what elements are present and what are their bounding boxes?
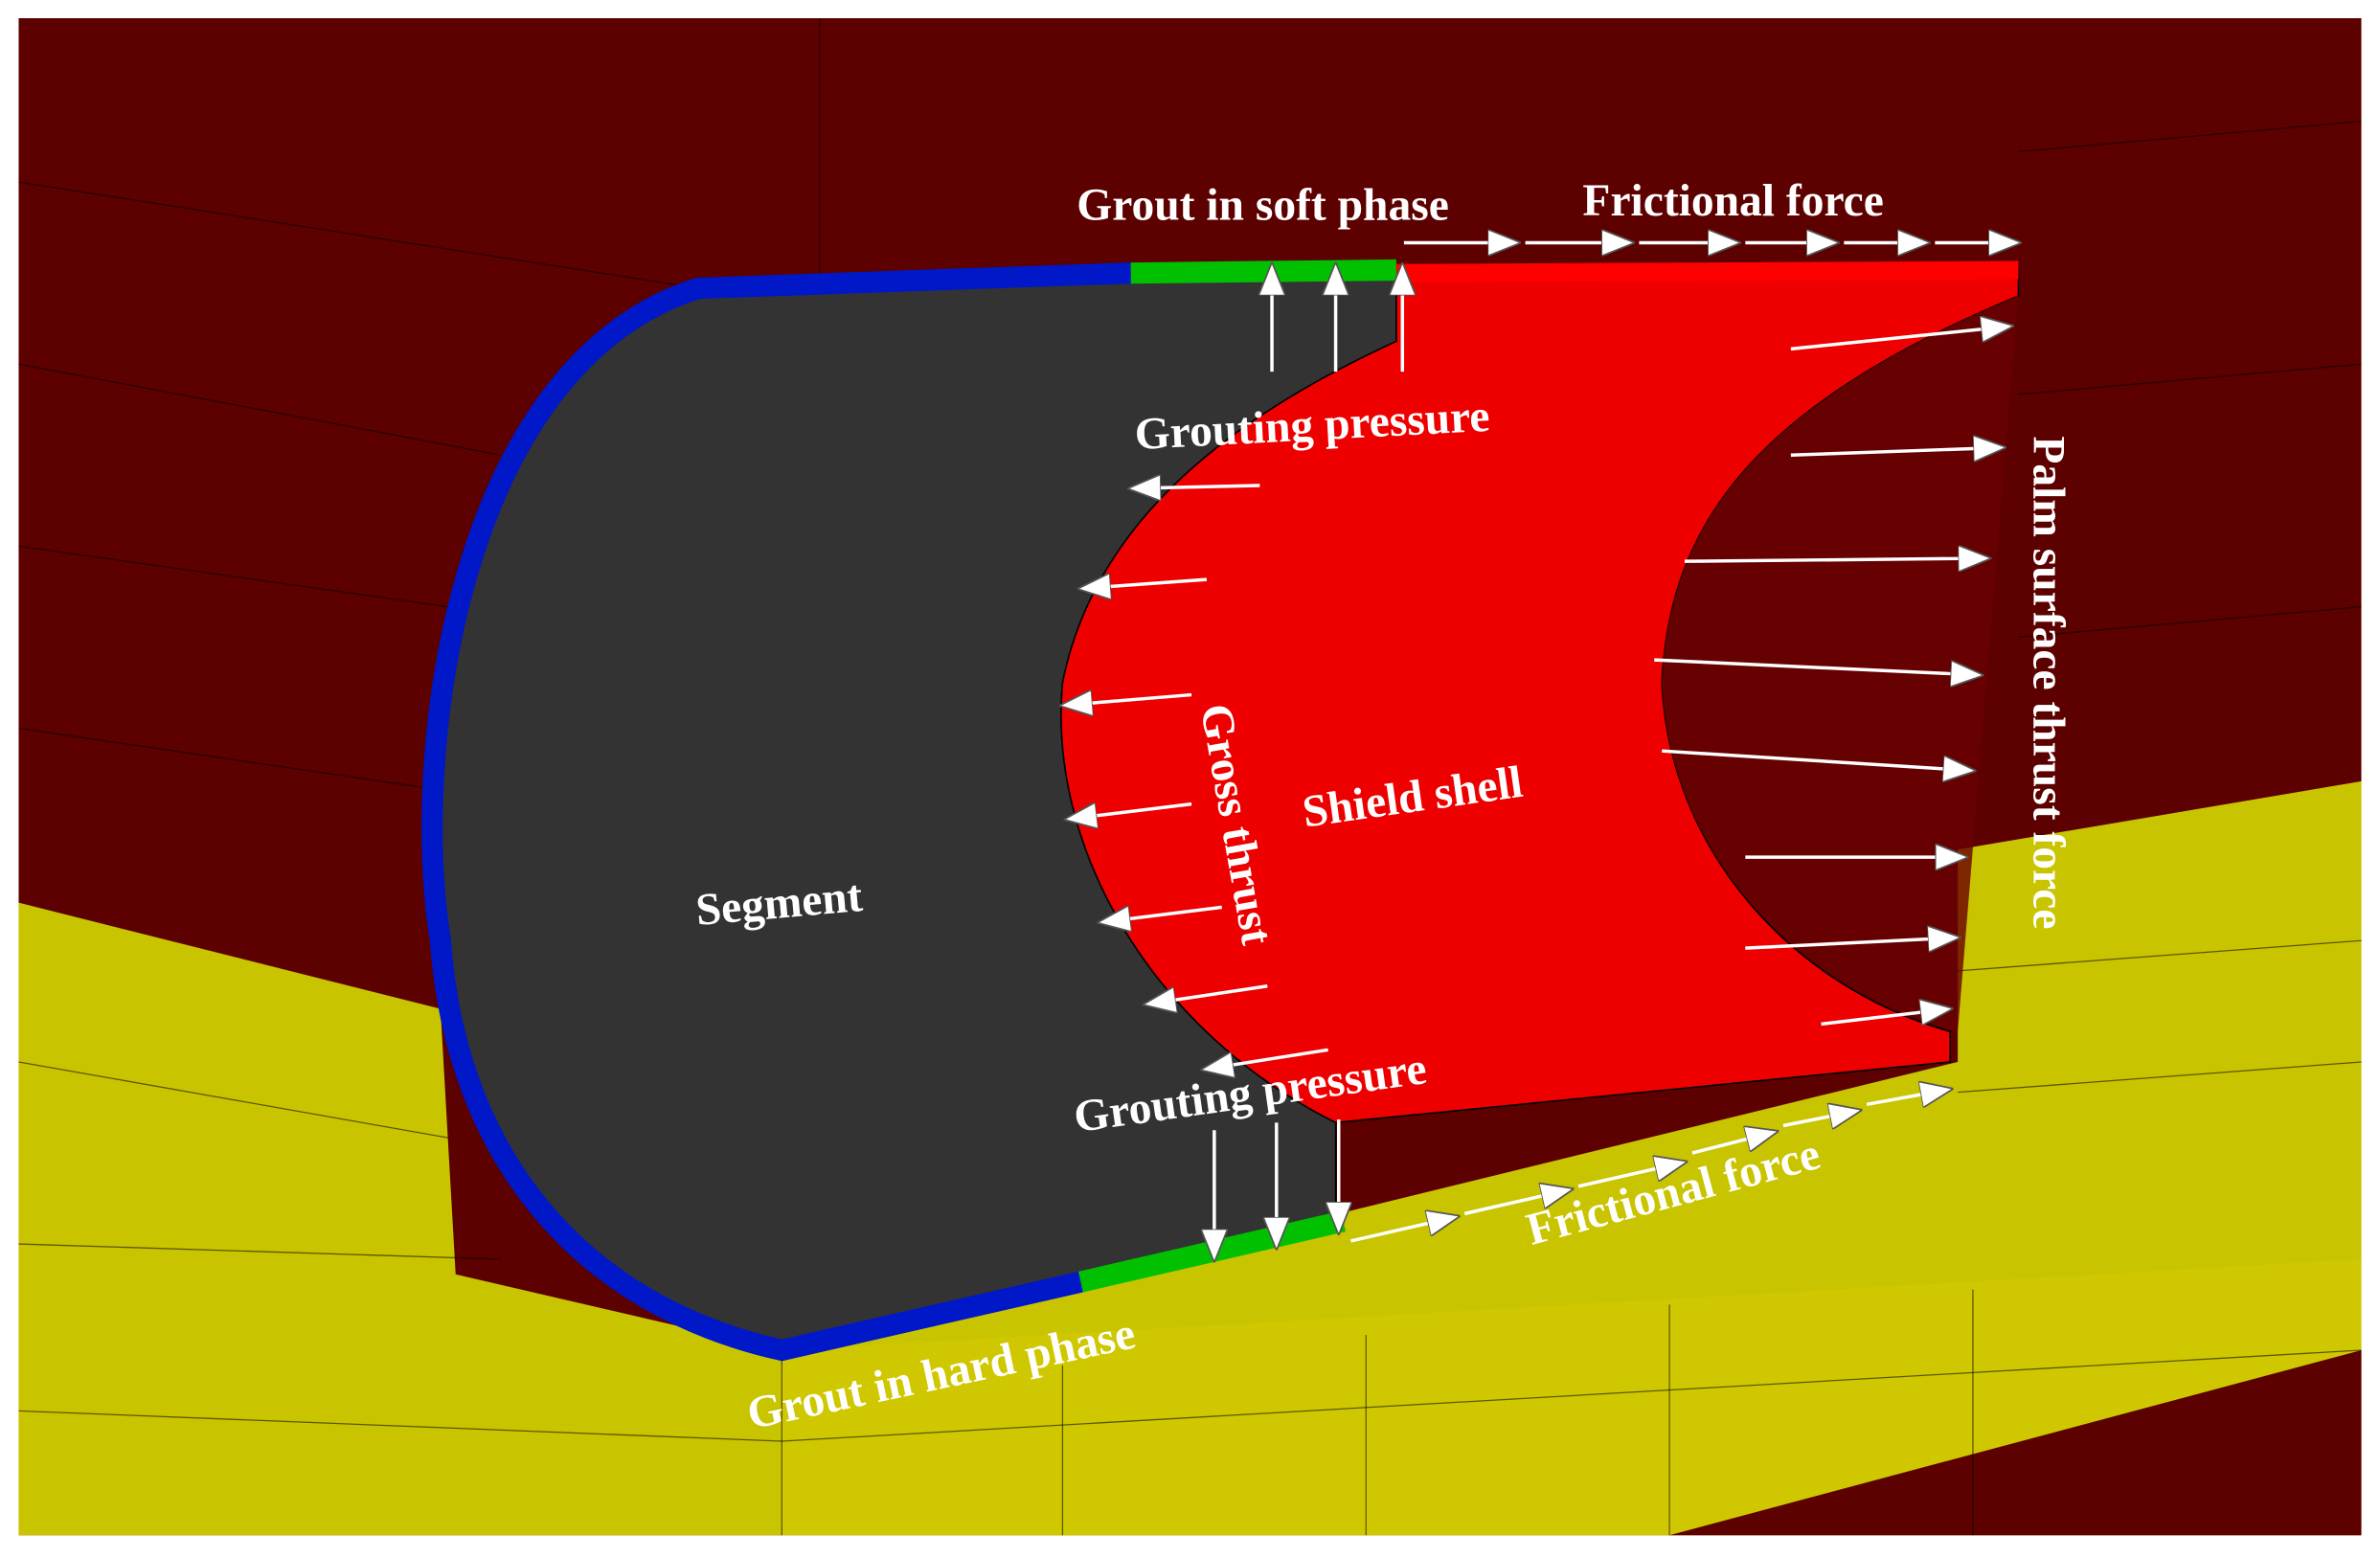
force-arrows (1062, 242, 2018, 1258)
label: Grout in soft phase (1077, 181, 1449, 231)
shell-interior (1662, 295, 2019, 1032)
label: Palm surface thrust force (2023, 436, 2073, 929)
mesh-lines (18, 18, 2362, 1536)
label: Frictional force (1582, 176, 1883, 226)
grout-hard (421, 262, 1132, 1362)
grout-soft-top (1130, 259, 1397, 284)
shell-top-edge (1395, 260, 2019, 282)
soil-corner (1669, 1349, 2362, 1536)
